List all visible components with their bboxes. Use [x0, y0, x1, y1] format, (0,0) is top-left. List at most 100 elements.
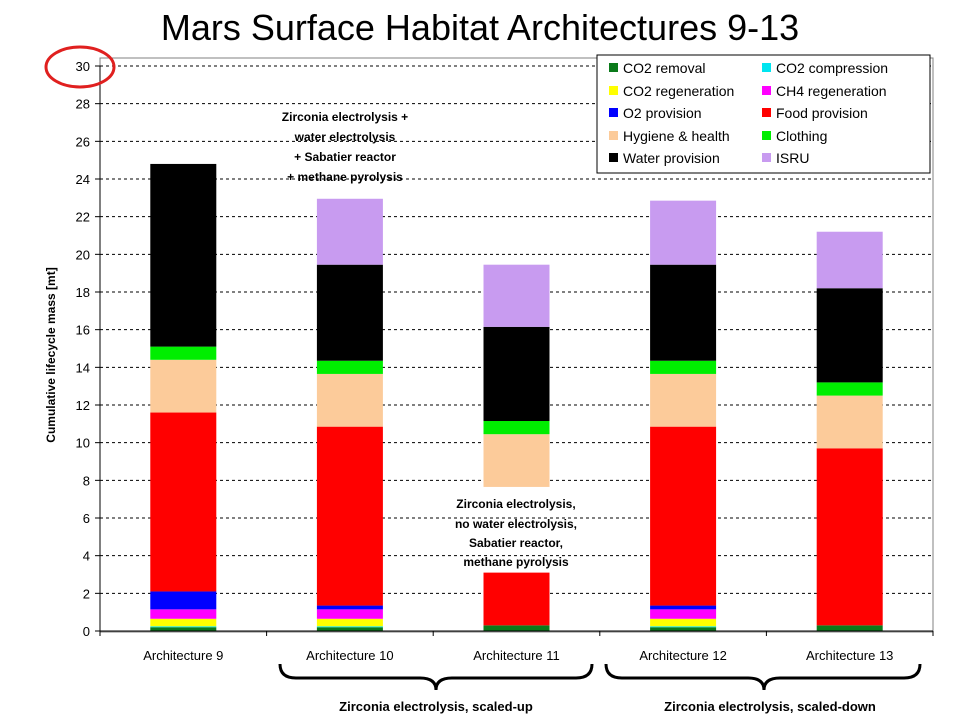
bar-segment	[483, 264, 550, 327]
bar-segment	[150, 346, 217, 360]
x-tick-label: Architecture 13	[806, 648, 893, 663]
bar-segment	[483, 421, 550, 435]
y-tick-label: 14	[76, 360, 90, 375]
x-tick-label: Architecture 10	[306, 648, 393, 663]
annotation-top: Zirconia electrolysis + water electrolys…	[282, 110, 408, 184]
legend-label: ISRU	[776, 150, 809, 166]
legend-swatch	[609, 108, 618, 117]
bar-segment	[650, 626, 717, 628]
y-tick-label: 30	[76, 59, 90, 74]
brace-left	[278, 663, 594, 691]
legend-swatch	[609, 63, 618, 72]
bar-segment	[483, 434, 550, 487]
legend-label: CO2 regeneration	[623, 83, 734, 99]
legend-swatch	[762, 131, 771, 140]
bar-segment	[150, 626, 217, 628]
legend-label: O2 provision	[623, 105, 702, 121]
bar-segment	[816, 288, 883, 383]
bar-segment	[316, 360, 383, 374]
bar-segment	[316, 198, 383, 265]
bar-segment	[150, 627, 217, 631]
bar-segment	[816, 625, 883, 631]
annotation-top-line: water electrolysis	[294, 130, 396, 144]
bar-segment	[316, 618, 383, 627]
group-bracket-left: Zirconia electrolysis, scaled-up	[278, 663, 594, 714]
bar-segment	[316, 609, 383, 619]
y-tick-label: 8	[83, 473, 90, 488]
annotation-mid-line: Zirconia electrolysis,	[456, 497, 575, 511]
annotation-top-line: + Sabatier reactor	[294, 150, 396, 164]
bar-segment	[816, 231, 883, 289]
bar-segment	[150, 412, 217, 592]
y-tick-label: 10	[76, 436, 90, 451]
legend-label: Water provision	[623, 150, 720, 166]
annotation-mid-line: Sabatier reactor,	[469, 536, 563, 550]
legend: CO2 removal CO2 compression CO2 regenerati…	[596, 54, 931, 174]
brace-right	[604, 663, 922, 691]
legend-swatch	[609, 86, 618, 95]
annotation-mid: Zirconia electrolysis, no water electrol…	[455, 497, 577, 569]
bar-segment	[150, 163, 217, 347]
bar-segment	[650, 373, 717, 427]
bar-segment	[150, 609, 217, 619]
bar-segment	[316, 373, 383, 427]
bar-segment	[150, 618, 217, 627]
legend-swatch	[609, 131, 618, 140]
y-axis-label: Cumulative lifecycle mass [mt]	[44, 267, 58, 442]
legend-label: CO2 compression	[776, 60, 888, 76]
y-tick-label: 22	[76, 210, 90, 225]
annotation-top-line: + methane pyrolysis	[287, 170, 403, 184]
bar-segment	[316, 264, 383, 361]
bar-segment	[650, 609, 717, 619]
legend-swatch	[609, 153, 618, 162]
group-bracket-right: Zirconia electrolysis, scaled-down	[604, 663, 922, 714]
bar-segment	[150, 359, 217, 413]
legend-swatch	[762, 86, 771, 95]
legend-swatch	[762, 153, 771, 162]
x-tick-label: Architecture 12	[639, 648, 726, 663]
y-tick-label: 2	[83, 586, 90, 601]
bar-segment	[650, 618, 717, 627]
bar-segment	[816, 382, 883, 396]
bar-segment	[650, 264, 717, 361]
bar-segment	[816, 395, 883, 449]
group-label-right: Zirconia electrolysis, scaled-down	[664, 699, 876, 714]
bar-segment	[483, 326, 550, 422]
y-tick-label: 20	[76, 247, 90, 262]
x-tick-label: Architecture 11	[473, 648, 559, 663]
y-tick-label: 28	[76, 97, 90, 112]
y-tick-label: 0	[83, 624, 90, 639]
y-tick-label: 24	[76, 172, 90, 187]
legend-label: Clothing	[776, 128, 827, 144]
x-axis: Architecture 9 Architecture 10 Architectur…	[99, 630, 934, 663]
y-tick-label: 16	[76, 323, 90, 338]
y-tick-label: 12	[76, 398, 90, 413]
x-tick-label: Architecture 9	[143, 648, 223, 663]
bar-segment	[316, 426, 383, 606]
chart-title: Mars Surface Habitat Architectures 9-13	[161, 7, 799, 48]
bar-segment	[650, 627, 717, 631]
y-tick-label: 18	[76, 285, 90, 300]
bar-segment	[650, 426, 717, 606]
bar-segment	[650, 200, 717, 265]
y-tick-label: 4	[83, 549, 90, 564]
annotation-mid-line: methane pyrolysis	[463, 555, 569, 569]
legend-swatch	[762, 63, 771, 72]
bar-segment	[316, 626, 383, 628]
legend-label: Food provision	[776, 105, 868, 121]
bar-segment	[316, 627, 383, 631]
highlight-circle	[44, 45, 116, 89]
bar-segment	[483, 572, 550, 626]
bar-segment	[316, 605, 383, 610]
bar-segment	[483, 625, 550, 631]
group-label-left: Zirconia electrolysis, scaled-up	[339, 699, 533, 714]
bar-segment	[650, 360, 717, 374]
y-tick-label: 6	[83, 511, 90, 526]
bars	[150, 163, 883, 631]
legend-swatch	[762, 108, 771, 117]
bar-segment	[650, 605, 717, 610]
bar-segment	[150, 591, 217, 610]
legend-label: CH4 regeneration	[776, 83, 887, 99]
